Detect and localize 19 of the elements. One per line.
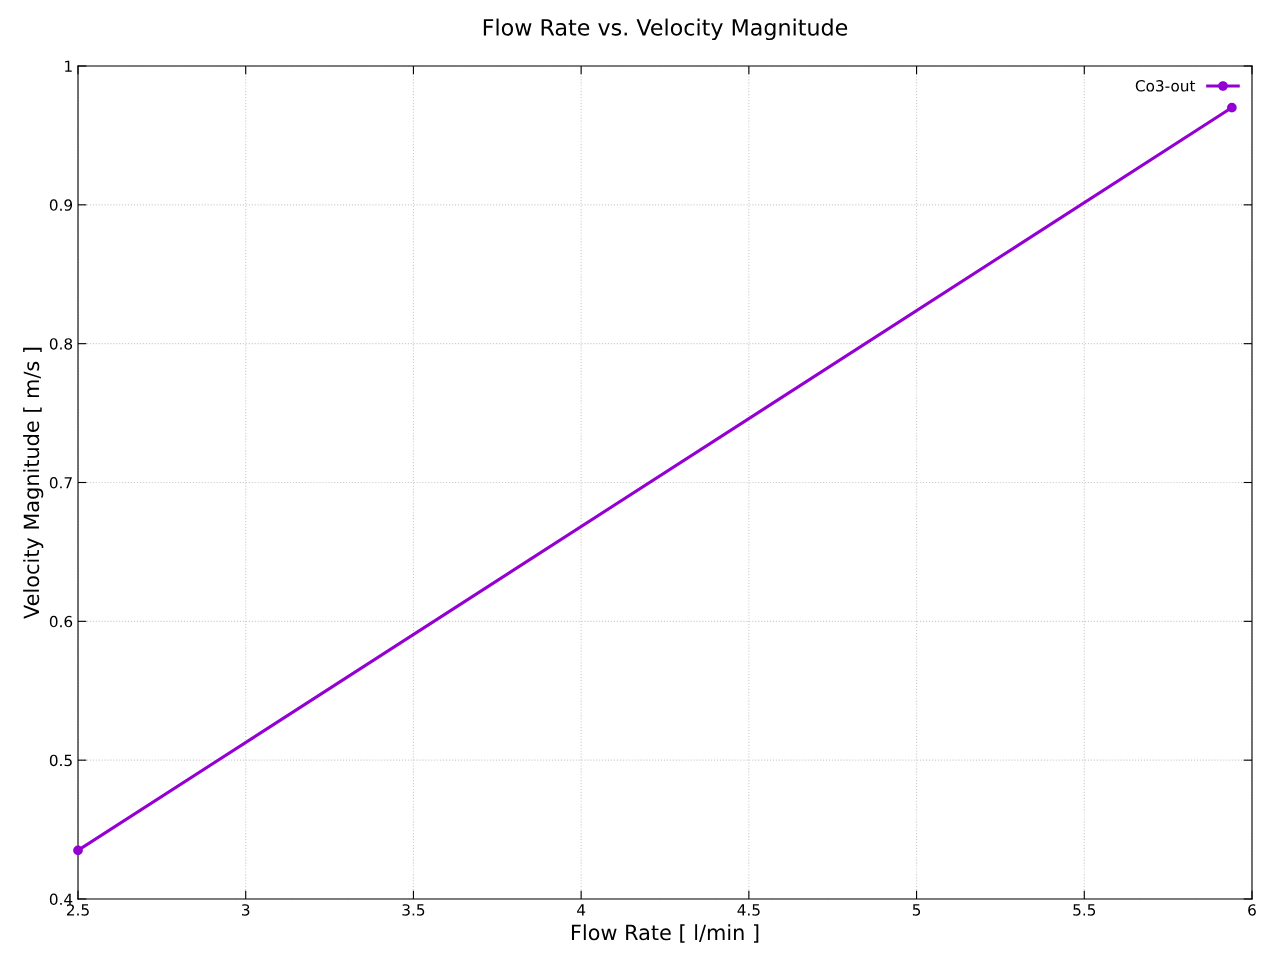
- x-tick-label: 5.5: [1073, 904, 1096, 916]
- x-tick-label: 3.5: [402, 904, 425, 916]
- y-tick-label: 0.6: [49, 615, 73, 628]
- y-tick-label: 0.4: [49, 893, 73, 906]
- y-tick-label: 0.7: [49, 476, 72, 489]
- x-tick-label: 4: [577, 904, 586, 916]
- x-tick-label: 4.5: [737, 904, 760, 916]
- y-axis-title: Velocity Magnitude [ m/s ]: [23, 347, 44, 619]
- x-tick-label: 6: [1248, 904, 1256, 916]
- x-tick-label: 5: [912, 904, 921, 916]
- legend-label: Co3-out: [1135, 80, 1196, 92]
- x-axis-title: Flow Rate [ l/min ]: [571, 924, 759, 943]
- y-tick-label: 0.8: [49, 338, 73, 350]
- x-tick-label: 3: [242, 904, 250, 916]
- x-tick-label: 2.5: [66, 904, 89, 916]
- chart-title: Flow Rate vs. Velocity Magnitude: [483, 18, 848, 41]
- y-tick-label: 1: [65, 60, 72, 72]
- y-tick-label: 0.5: [49, 754, 72, 767]
- y-tick-label: 0.9: [49, 199, 73, 211]
